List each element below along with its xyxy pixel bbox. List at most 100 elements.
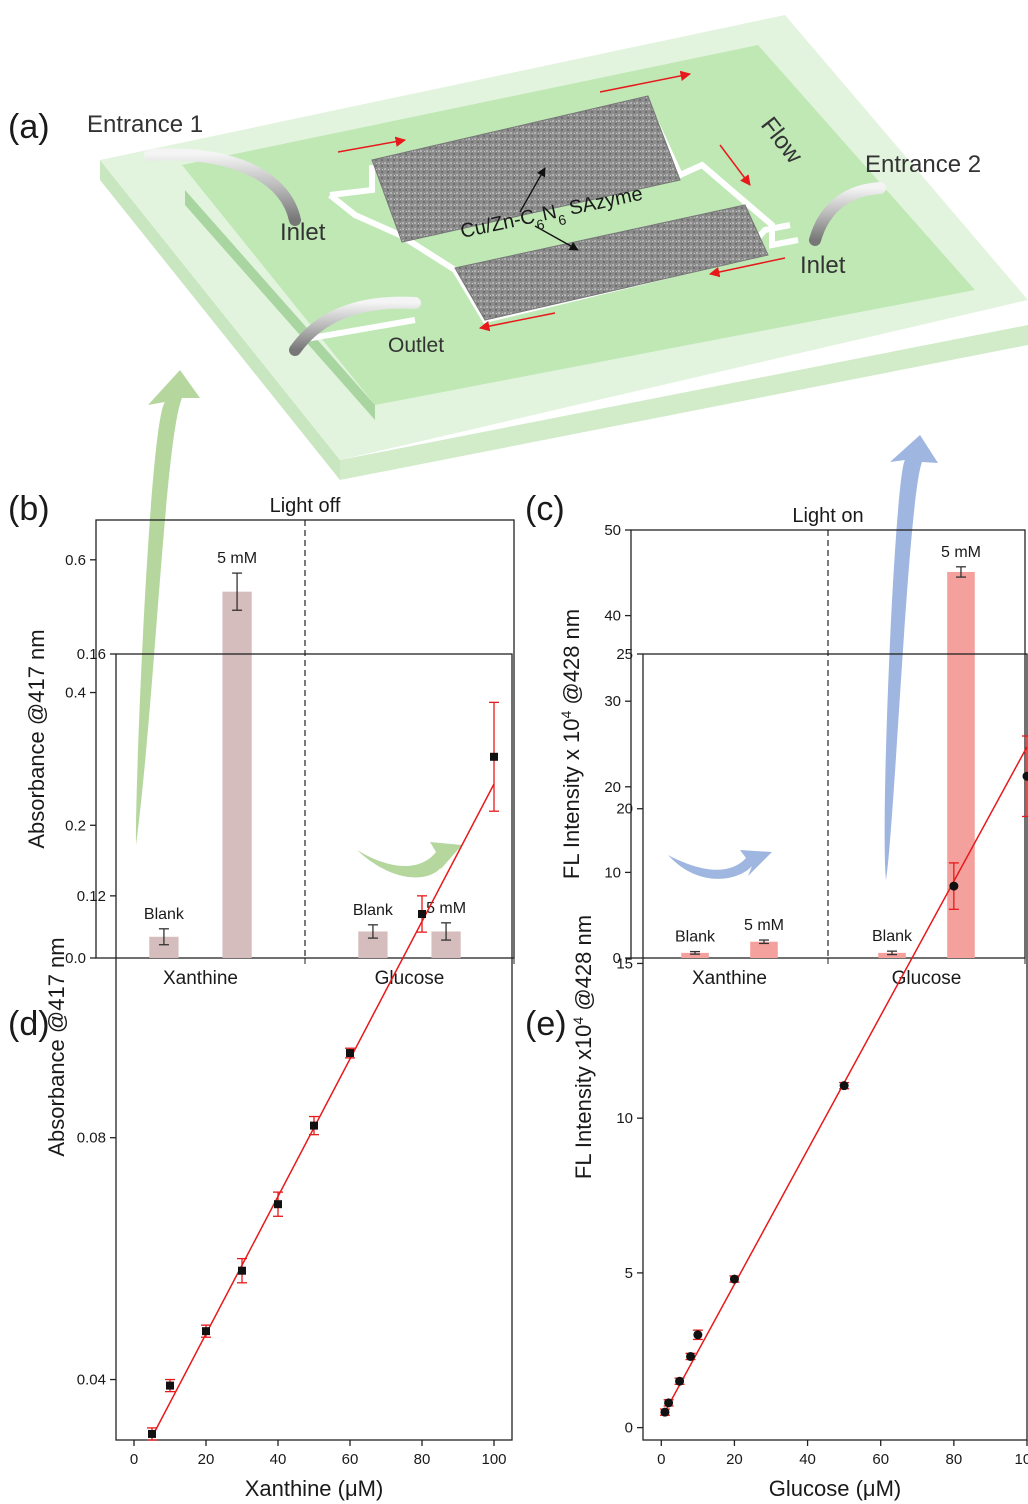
data-point (675, 1376, 685, 1386)
data-point (693, 1330, 703, 1340)
label-part: Absorbance @417 nm (44, 937, 69, 1156)
y-tick-label: 0.4 (65, 685, 86, 702)
data-label: Blank (144, 906, 185, 923)
diagram-label: Entrance 2 (865, 151, 981, 178)
data-point (660, 1407, 670, 1417)
label-part: @428 nm (571, 915, 596, 1017)
y-tick-label: 25 (616, 646, 633, 663)
x-tick-label: Glucose (892, 968, 962, 989)
y-axis-label: FL Intensity x104 @428 nm (570, 915, 596, 1179)
plot-frame (115, 653, 513, 1441)
x-axis-label: Glucose (μM) (769, 1476, 901, 1501)
x-tick-label: Xanthine (163, 968, 238, 989)
x-tick-label: 20 (198, 1451, 215, 1468)
data-label: Blank (675, 929, 716, 946)
y-tick-label: 0 (613, 950, 621, 967)
y-axis-label: FL Intensity x 104 @428 nm (558, 609, 584, 879)
x-tick-label: 80 (946, 1451, 963, 1468)
y-axis-label: Absorbance @417 nm (24, 629, 49, 848)
label-part: N (540, 201, 559, 226)
y-tick-label: 10 (616, 1110, 633, 1127)
x-tick-label: 80 (414, 1451, 431, 1468)
y-tick-label: 0.6 (65, 552, 86, 569)
diagram-label: Inlet (280, 219, 326, 246)
panel-label: (b) (8, 490, 50, 528)
data-label: 5 mM (941, 544, 981, 561)
device-diagram (100, 15, 1028, 480)
bar (681, 952, 709, 958)
y-tick-label: 5 (625, 1265, 633, 1282)
y-tick-label: 10 (604, 864, 621, 881)
label-part: FL Intensity x 10 (559, 719, 584, 880)
panel-label: (e) (525, 1005, 567, 1043)
y-tick-label: 0.2 (65, 817, 86, 834)
y-tick-label: 20 (616, 801, 633, 818)
y-tick-label: 0.0 (65, 950, 86, 967)
panel-label: (d) (8, 1005, 50, 1043)
x-axis-label: Xanthine (μM) (245, 1476, 384, 1501)
data-point (1022, 771, 1028, 781)
x-tick-label: 100 (481, 1451, 506, 1468)
data-point (686, 1351, 696, 1361)
y-tick-label: 0 (625, 1420, 633, 1437)
y-tick-label: 30 (604, 693, 621, 710)
panel-label: (a) (8, 108, 50, 146)
x-tick-label: 0 (130, 1451, 138, 1468)
data-label: Blank (353, 902, 394, 919)
y-tick-label: 15 (616, 955, 633, 972)
data-point (418, 909, 426, 918)
bar (947, 571, 975, 958)
diagram-label: Inlet (800, 252, 846, 279)
y-tick-label: 0.04 (77, 1372, 106, 1389)
x-tick-label: Glucose (375, 968, 445, 989)
x-tick-label: 20 (726, 1451, 743, 1468)
label-part: 6 (535, 216, 546, 233)
diagram-label: Outlet (388, 334, 444, 357)
bar (878, 952, 906, 958)
bar (750, 941, 778, 958)
data-point (729, 1274, 739, 1284)
y-axis-label: Absorbance @417 nm (44, 937, 69, 1156)
diagram-label: Entrance 1 (87, 111, 203, 138)
x-tick-label: 40 (799, 1451, 816, 1468)
data-point (166, 1381, 174, 1390)
x-tick-label: 60 (342, 1451, 359, 1468)
y-tick-label: 0.16 (77, 646, 106, 663)
data-point (949, 881, 959, 891)
data-point (839, 1081, 849, 1091)
data-point (310, 1121, 318, 1130)
y-tick-label: 50 (604, 522, 621, 539)
label-part: FL Intensity x10 (571, 1025, 596, 1179)
data-point (490, 752, 498, 761)
bar (149, 936, 179, 958)
data-point (664, 1398, 674, 1408)
data-label: Blank (872, 928, 913, 945)
data-point (148, 1429, 156, 1438)
data-label: 5 mM (744, 917, 784, 934)
plot-frame (642, 653, 1028, 1441)
data-point (274, 1200, 282, 1209)
label-part: 4 (570, 1017, 586, 1025)
data-label: 5 mM (426, 900, 466, 917)
y-tick-label: 20 (604, 779, 621, 796)
fit-line (662, 746, 1028, 1416)
x-tick-label: 100 (1014, 1451, 1028, 1468)
x-tick-label: Xanthine (692, 968, 767, 989)
y-tick-label: 0.12 (77, 888, 106, 905)
y-tick-label: 0.08 (77, 1130, 106, 1147)
data-point (346, 1049, 354, 1058)
label-part: 4 (558, 711, 574, 719)
data-point (238, 1266, 246, 1275)
bar (222, 591, 252, 958)
x-tick-label: 0 (657, 1451, 665, 1468)
trend-arrows (135, 370, 938, 880)
y-tick-label: 40 (604, 608, 621, 625)
panel-label: (c) (525, 490, 565, 528)
data-label: 5 mM (217, 550, 257, 567)
x-tick-label: 60 (872, 1451, 889, 1468)
x-tick-label: 40 (270, 1451, 287, 1468)
fit-line (151, 783, 495, 1438)
chart-title: Light on (792, 505, 863, 527)
